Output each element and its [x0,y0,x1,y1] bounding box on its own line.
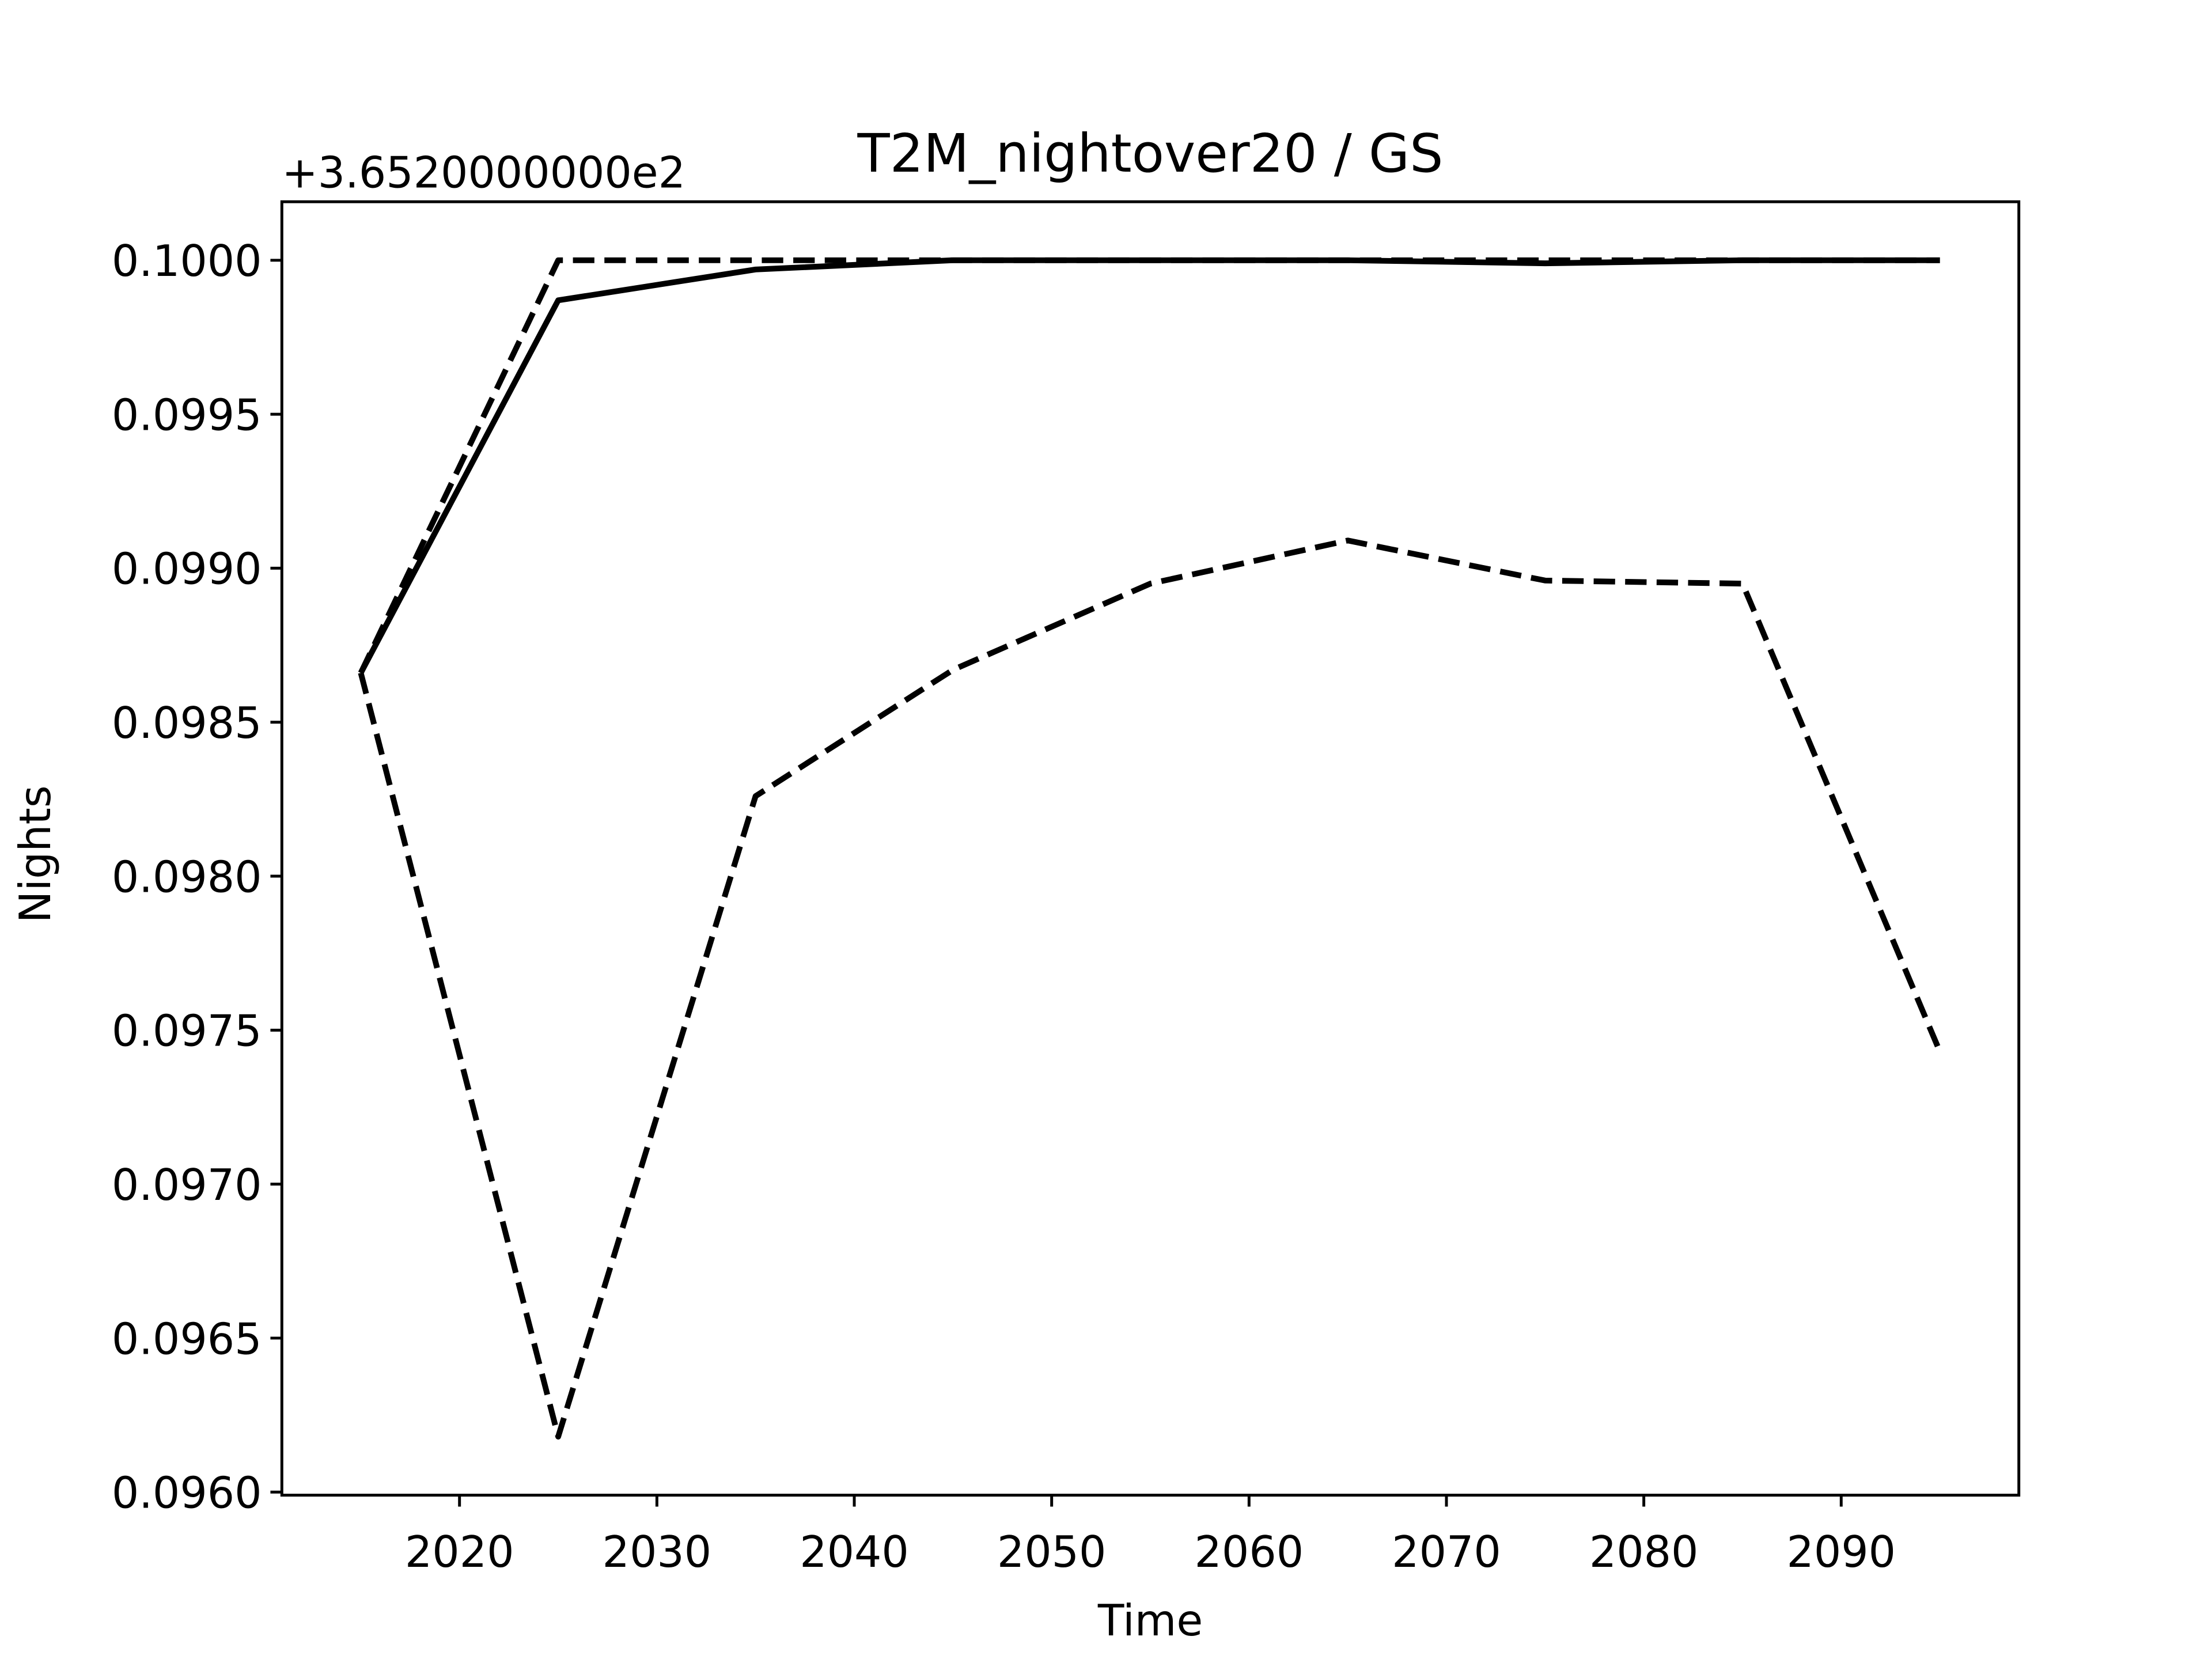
y-tick-label: 0.0960 [112,1468,262,1518]
line-series [358,257,1940,675]
x-tick-label: 2080 [1589,1527,1699,1577]
y-tick-label: 0.0975 [112,1006,262,1056]
y-tick-label: 0.0985 [112,698,262,748]
x-tick-label: 2020 [405,1527,514,1577]
x-tick-label: 2070 [1392,1527,1501,1577]
y-tick-label: 0.0995 [112,390,262,440]
y-tick-label: 0.0965 [112,1314,262,1364]
y-tick-label: 0.0980 [112,852,262,902]
line-series [358,537,1943,1440]
y-tick-label: 0.1000 [112,236,262,286]
x-tick-label: 2050 [997,1527,1107,1577]
x-tick-label: 2030 [603,1527,712,1577]
x-tick-label: 2060 [1195,1527,1304,1577]
x-axis-label: Time [1097,1596,1203,1646]
x-tick-label: 2090 [1786,1527,1896,1577]
x-tick-label: 2040 [800,1527,909,1577]
y-axis-label: Nights [10,785,60,923]
y-tick-label: 0.0970 [112,1160,262,1210]
y-tick-label: 0.0990 [112,544,262,594]
y-offset-label: +3.6520000000e2 [282,147,685,198]
plot-frame [280,200,2021,1497]
chart-title: T2M_nightover20 / GS [857,123,1444,184]
